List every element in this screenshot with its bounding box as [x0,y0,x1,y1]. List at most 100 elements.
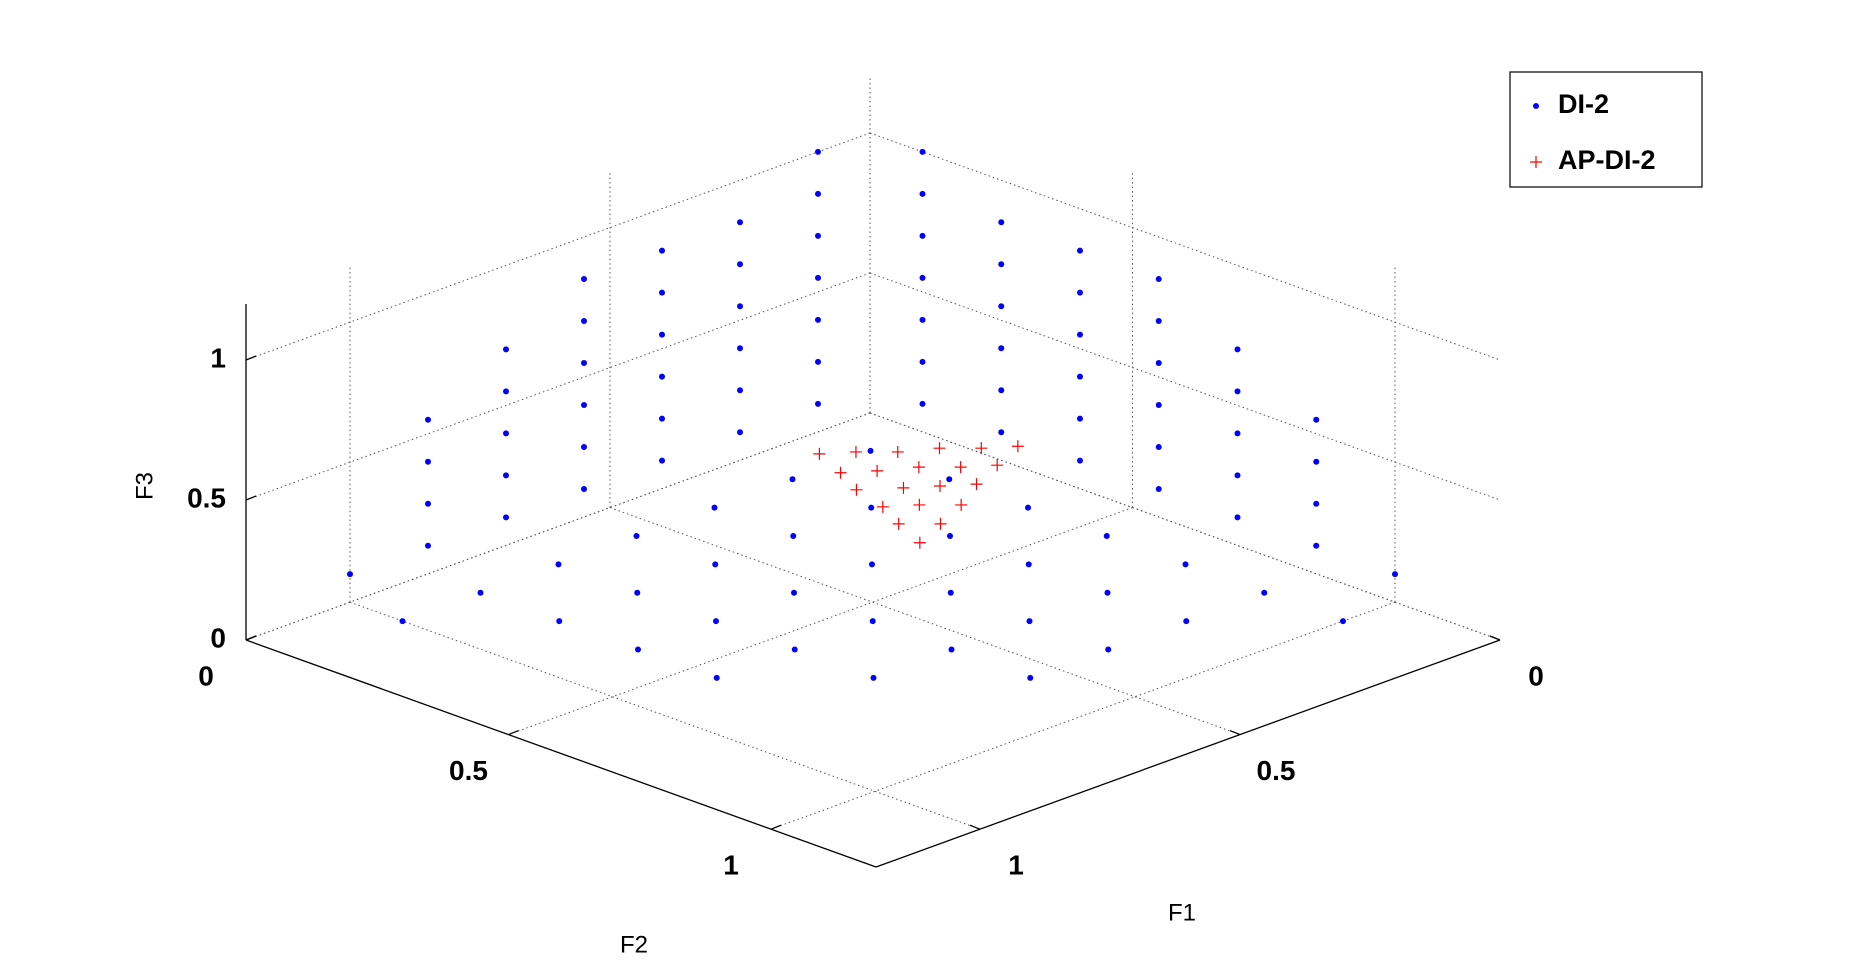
data-point [1340,618,1346,625]
data-point [933,442,946,455]
data-point [737,345,743,352]
data-point [1234,388,1241,395]
data-point [737,429,743,436]
data-point [1155,276,1162,283]
data-point [1234,514,1241,521]
data-point [815,274,821,281]
data-point [659,457,665,464]
z-tick-label: 0.5 [187,482,226,513]
data-point [503,514,509,521]
y-tick-label: 0.5 [449,755,488,786]
data-point [790,532,797,539]
data-point [581,444,587,451]
data-point [581,318,587,325]
data-point [1313,542,1320,549]
data-point [713,618,719,625]
data-point [1261,589,1268,596]
data-point [947,589,954,596]
x-tick [1489,635,1501,641]
grid-line [508,507,1133,736]
z-tick [245,355,257,361]
data-point [712,561,719,568]
data-point [556,618,563,625]
grid-line [869,132,1501,361]
legend-marker [1530,156,1542,168]
data-point [934,480,946,493]
data-point [425,542,431,549]
data-point [892,517,905,530]
data-point [1234,346,1241,353]
y-tick-label: 1 [723,850,739,881]
data-point [1077,289,1083,296]
data-point [1077,373,1083,380]
data-point [503,472,509,479]
data-point [868,504,875,511]
data-point [871,464,884,477]
data-point [897,481,910,494]
data-point [1105,646,1112,653]
x-tick-label: 0.5 [1257,755,1296,786]
data-point [1104,589,1111,596]
data-point [1155,360,1162,367]
grid-line [245,132,871,361]
data-point [998,219,1005,226]
data-point [954,461,967,474]
data-point [659,415,665,422]
grid-line [869,272,1501,501]
data-point [1025,504,1031,511]
data-point [1155,402,1162,409]
data-point [581,360,587,367]
data-point [970,478,983,491]
data-point [635,646,641,653]
data-point [425,458,431,465]
legend-label: DI-2 [1558,89,1609,119]
data-point [1027,674,1034,681]
x-tick-label: 1 [1008,850,1024,881]
data-point [581,486,587,493]
data-point [711,504,718,511]
data-point [867,447,874,454]
data-point [791,589,797,596]
data-point [834,466,847,479]
data-point [425,416,431,423]
data-point [425,500,431,507]
data-point [1103,532,1110,539]
x-tick [969,824,981,830]
x-axis-label: F1 [1168,899,1196,926]
data-point [815,232,821,239]
legend-box [1509,71,1703,188]
data-point [815,400,821,407]
data-point [948,646,955,653]
data-point [713,674,720,681]
z-tick [245,495,257,501]
data-point [1313,416,1320,423]
data-point [789,476,796,483]
data-point [1183,618,1190,625]
data-point [555,561,562,568]
data-point [998,345,1005,352]
data-point [955,498,968,511]
z-tick-label: 1 [210,342,226,373]
data-point [1313,500,1320,507]
data-point [991,459,1004,472]
z-tick-label: 0 [210,622,226,653]
data-point [869,561,875,568]
data-point [919,274,926,281]
data-point [1025,561,1032,568]
data-point [849,445,862,458]
data-point [998,261,1005,268]
data-point [919,400,926,407]
data-point [912,461,925,474]
data-point [975,442,988,455]
data-point [815,316,821,323]
x-tick-label: 0 [1528,660,1544,691]
grid-line [349,601,981,830]
data-point [503,388,509,395]
data-point [919,232,926,239]
grid-line [770,601,1396,830]
data-point [869,618,876,625]
x-tick [1229,729,1241,736]
data-point [870,674,877,681]
y-axis-label: F2 [620,931,648,958]
grid-line [245,272,871,501]
